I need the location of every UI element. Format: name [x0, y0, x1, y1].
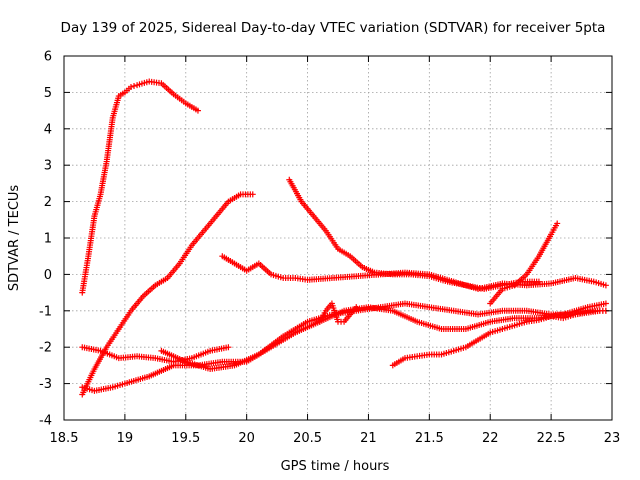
x-tick-label: 21.5: [415, 431, 444, 446]
chart-title: Day 139 of 2025, Sidereal Day-to-day VTE…: [61, 20, 606, 36]
axis-ticks: 18.5 19 19.5 20 20.5 21 21.5 22 22.5 23-4-3-2-101…: [39, 50, 620, 447]
data-point-fill: [131, 83, 138, 90]
data-point: [554, 220, 561, 227]
x-tick-label: 23: [604, 431, 621, 446]
x-axis-label: GPS time / hours: [281, 459, 390, 474]
y-tick-label: 0: [44, 268, 52, 283]
x-tick-label: 19.5: [171, 431, 200, 446]
y-tick-label: 5: [44, 86, 52, 101]
data-point: [353, 304, 360, 311]
data-point: [194, 107, 201, 114]
y-tick-label: -2: [39, 341, 52, 356]
plot-frame: [63, 55, 613, 421]
data-markers: [79, 78, 609, 398]
y-tick-label: -3: [39, 377, 52, 392]
y-tick-label: -4: [39, 414, 52, 429]
series-arc-rise-high: [79, 78, 201, 296]
data-point: [249, 191, 256, 198]
series-arc-rise-mid: [79, 191, 256, 398]
y-axis-label: SDTVAR / TECUs: [7, 185, 22, 292]
series-arc-late-rise: [487, 220, 561, 307]
x-tick-label: 18.5: [50, 431, 79, 446]
x-tick-label: 19: [117, 431, 134, 446]
x-tick-label: 20: [238, 431, 255, 446]
y-tick-label: 1: [44, 232, 52, 247]
data-point: [602, 300, 609, 307]
x-tick-label: 21: [360, 431, 377, 446]
y-tick-label: 6: [44, 50, 52, 65]
y-tick-label: 3: [44, 159, 52, 174]
y-tick-label: -1: [39, 304, 52, 319]
y-tick-label: 4: [44, 122, 52, 137]
series-arc-long-mid: [79, 300, 609, 394]
x-tick-label: 22.5: [537, 431, 566, 446]
data-point: [535, 278, 542, 285]
x-tick-label: 22: [482, 431, 499, 446]
series-arc-jump-rise: [316, 300, 360, 325]
grid-lines: [64, 56, 612, 420]
data-point: [225, 344, 232, 351]
x-tick-label: 20.5: [293, 431, 322, 446]
data-point: [127, 83, 134, 90]
series-arc-late-low: [389, 307, 609, 369]
data-point: [602, 282, 609, 289]
series-arc-descend: [286, 176, 542, 292]
y-tick-label: 2: [44, 195, 52, 210]
series-arc-near-zero: [219, 253, 609, 292]
